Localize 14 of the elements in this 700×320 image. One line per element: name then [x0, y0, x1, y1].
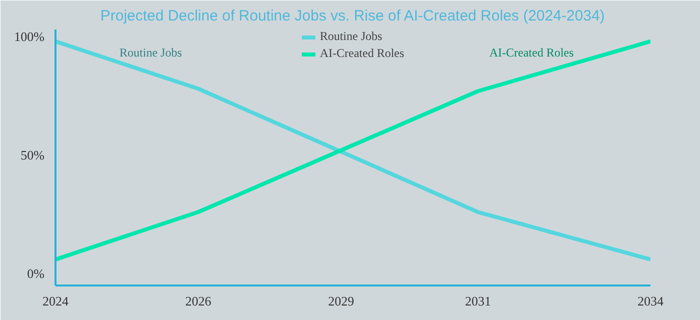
- x-tick-label: 2031: [464, 294, 491, 308]
- chart-title: Projected Decline of Routine Jobs vs. Rise of AI-Created Roles (2024-2034): [100, 8, 605, 24]
- annotation: Routine Jobs: [120, 46, 182, 60]
- annotation: AI-Created Roles: [489, 46, 574, 60]
- x-tick-label: 2024: [42, 294, 69, 308]
- x-tick-label: 2029: [328, 294, 354, 308]
- y-tick-label: 0%: [27, 266, 45, 282]
- line-series: [56, 39, 650, 262]
- x-tick-label: 2034: [638, 294, 664, 308]
- legend-label: AI-Created Roles: [320, 46, 404, 61]
- y-tick-label: 100%: [14, 29, 45, 44]
- legend-label: Routine Jobs: [320, 29, 382, 44]
- y-tick-label: 50%: [20, 148, 45, 163]
- x-tick-label: 2026: [185, 294, 212, 308]
